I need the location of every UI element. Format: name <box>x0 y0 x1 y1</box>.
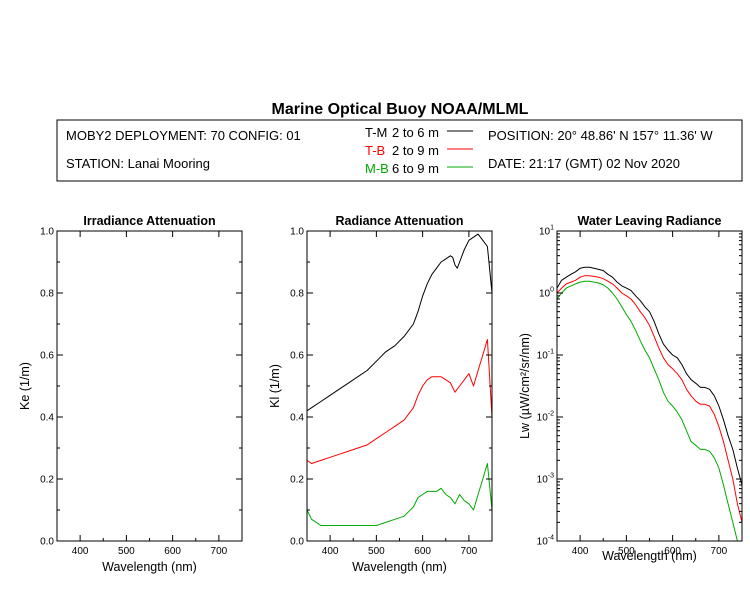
x-tick-label: 500 <box>118 546 135 557</box>
irradiance-attenuation-panel: Irradiance Attenuation 400 500 600 700 0.0 0.2… <box>18 214 243 574</box>
y-tick-label: 0.6 <box>290 351 304 362</box>
y-tick-label: 0.2 <box>40 475 54 486</box>
x-tick-label: 700 <box>461 546 478 557</box>
y-tick-label: 10-2 <box>537 411 554 424</box>
panel-title: Water Leaving Radiance <box>577 214 721 228</box>
plot-frame <box>556 230 743 542</box>
y-tick-label: 0.8 <box>290 289 304 300</box>
y-tick-label: 0.8 <box>40 289 54 300</box>
plot-frame <box>306 230 493 542</box>
legend-range-tb: 2 to 9 m <box>392 143 439 158</box>
water-leaving-radiance-panel: Water Leaving Radiance 400 500 600 700 10-4 10… <box>518 214 743 563</box>
y-tick-label: 100 <box>539 287 554 300</box>
x-axis-label: Wavelength (nm) <box>352 560 447 574</box>
x-axis-label: Wavelength (nm) <box>102 560 197 574</box>
position-label: POSITION: 20° 48.86' N 157° 11.36' W <box>488 128 713 143</box>
y-axis-label: Ke (1/m) <box>18 362 32 410</box>
y-tick-label: 10-4 <box>537 535 554 548</box>
series-line-tb <box>557 275 742 523</box>
x-tick-label: 400 <box>572 546 589 557</box>
legend-range-mb: 6 to 9 m <box>392 161 439 176</box>
radiance-attenuation-panel: Radiance Attenuation 400 500 600 700 0.0 0.2 0.… <box>268 214 493 574</box>
x-tick-label: 500 <box>368 546 385 557</box>
date-label: DATE: 21:17 (GMT) 02 Nov 2020 <box>488 156 680 171</box>
series-group <box>307 233 492 526</box>
y-tick-label: 0.6 <box>40 351 54 362</box>
x-tick-label: 400 <box>322 546 339 557</box>
y-tick-label: 0.2 <box>290 475 304 486</box>
y-tick-label: 1.0 <box>40 227 54 238</box>
x-tick-label: 600 <box>664 546 681 557</box>
legend-entry-tm: T-M 2 to 6 m <box>365 125 473 140</box>
header-frame <box>56 119 743 182</box>
y-axis-label: Lw (µW/cm²/sr/nm) <box>518 333 532 439</box>
x-axis-label: Wavelength (nm) <box>602 549 697 563</box>
legend-key-tb: T-B <box>365 143 385 158</box>
plot-frame <box>56 230 243 542</box>
y-tick-label: 0.4 <box>290 413 304 424</box>
y-tick-label: 10-3 <box>537 473 554 486</box>
figure-title: Marine Optical Buoy NOAA/MLML <box>272 101 529 118</box>
y-tick-label: 0.0 <box>40 537 54 548</box>
x-tick-label: 700 <box>211 546 228 557</box>
series-line-tm <box>307 233 492 412</box>
station-label: STATION: Lanai Mooring <box>66 156 210 171</box>
series-line-mb <box>557 280 742 541</box>
x-tick-label: 400 <box>72 546 89 557</box>
x-tick-label: 600 <box>164 546 181 557</box>
legend: T-M 2 to 6 m T-B 2 to 9 m M-B 6 to 9 m <box>365 125 473 176</box>
series-line-tm <box>557 266 742 486</box>
x-tick-label: 700 <box>711 546 728 557</box>
x-tick-label: 600 <box>414 546 431 557</box>
legend-key-tm: T-M <box>365 125 387 140</box>
y-tick-label: 101 <box>539 225 554 238</box>
series-line-tb <box>307 339 492 464</box>
panel-title: Irradiance Attenuation <box>83 214 215 228</box>
y-tick-label: 0.4 <box>40 413 54 424</box>
header-box: MOBY2 DEPLOYMENT: 70 CONFIG: 01 STATION:… <box>56 119 743 182</box>
x-tick-label: 500 <box>618 546 635 557</box>
series-group <box>557 266 742 541</box>
y-tick-label: 1.0 <box>290 227 304 238</box>
deployment-label: MOBY2 DEPLOYMENT: 70 CONFIG: 01 <box>66 128 301 143</box>
legend-entry-tb: T-B 2 to 9 m <box>365 143 473 158</box>
y-tick-label: 0.0 <box>290 537 304 548</box>
y-axis-label: Kl (1/m) <box>268 364 282 408</box>
y-tick-label: 10-1 <box>537 349 554 362</box>
legend-key-mb: M-B <box>365 161 389 176</box>
legend-range-tm: 2 to 6 m <box>392 125 439 140</box>
panel-title: Radiance Attenuation <box>335 214 463 228</box>
series-line-mb <box>307 463 492 526</box>
legend-entry-mb: M-B 6 to 9 m <box>365 161 473 176</box>
